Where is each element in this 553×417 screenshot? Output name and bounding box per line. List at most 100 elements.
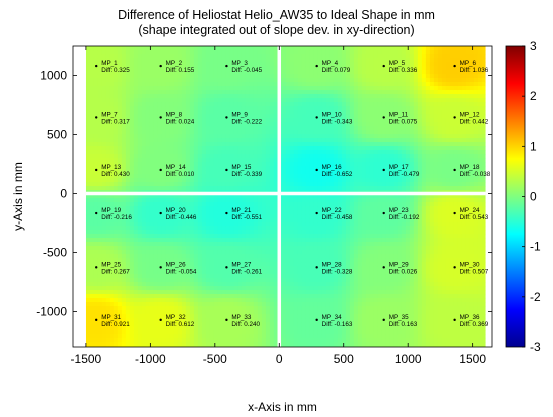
point-name-label: MP_28 bbox=[322, 261, 342, 268]
y-axis-label: y-Axis in mm bbox=[11, 162, 25, 231]
measurement-marker bbox=[159, 64, 162, 68]
measurement-marker bbox=[159, 266, 162, 269]
point-name-label: MP_34 bbox=[322, 314, 342, 321]
y-tick-label: 500 bbox=[47, 128, 67, 142]
point-name-label: MP_35 bbox=[389, 314, 409, 321]
x-tick-label: -1500 bbox=[71, 352, 102, 366]
point-name-label: MP_36 bbox=[460, 314, 480, 321]
measurement-marker bbox=[453, 266, 456, 269]
point-diff-label: Diff: -0.328 bbox=[322, 268, 353, 275]
point-diff-label: Diff: 0.442 bbox=[460, 118, 489, 125]
x-tick-label: 1500 bbox=[459, 352, 486, 366]
point-diff-label: Diff: 0.369 bbox=[460, 321, 489, 328]
measurement-marker bbox=[225, 116, 228, 119]
measurement-marker bbox=[95, 116, 98, 119]
point-name-label: MP_20 bbox=[166, 207, 186, 214]
point-diff-label: Diff: -0.479 bbox=[389, 171, 420, 178]
measurement-marker bbox=[225, 266, 228, 269]
colorbar-tick-label: -1 bbox=[530, 240, 541, 254]
measurement-marker bbox=[95, 318, 98, 322]
measurement-marker bbox=[159, 318, 162, 322]
colorbar-tick-label: 3 bbox=[530, 39, 537, 53]
point-name-label: MP_8 bbox=[166, 111, 183, 118]
point-diff-label: Diff: 0.163 bbox=[389, 321, 418, 328]
point-diff-label: Diff: 0.430 bbox=[101, 171, 130, 178]
point-name-label: MP_10 bbox=[322, 111, 342, 118]
plot-area bbox=[72, 45, 493, 348]
point-name-label: MP_12 bbox=[460, 111, 480, 118]
point-diff-label: Diff: -0.446 bbox=[166, 214, 197, 221]
measurement-marker bbox=[315, 211, 318, 215]
measurement-marker bbox=[453, 116, 456, 119]
point-name-label: MP_30 bbox=[460, 261, 480, 268]
point-name-label: MP_15 bbox=[231, 164, 251, 171]
measurement-marker bbox=[225, 64, 228, 68]
colorbar-tick-label: 2 bbox=[530, 89, 537, 103]
point-name-label: MP_9 bbox=[231, 111, 248, 118]
point-name-label: MP_19 bbox=[101, 207, 121, 214]
measurement-marker bbox=[315, 116, 318, 119]
measurement-marker bbox=[453, 211, 456, 215]
point-name-label: MP_4 bbox=[322, 60, 339, 67]
point-diff-label: Diff: -0.343 bbox=[322, 118, 353, 125]
point-name-label: MP_2 bbox=[166, 60, 183, 67]
point-diff-label: Diff: -0.038 bbox=[460, 171, 491, 178]
point-diff-label: Diff: 0.026 bbox=[389, 268, 418, 275]
point-name-label: MP_23 bbox=[389, 207, 409, 214]
point-diff-label: Diff: 0.336 bbox=[389, 67, 418, 74]
point-name-label: MP_24 bbox=[460, 207, 480, 214]
measurement-marker bbox=[225, 211, 228, 215]
point-diff-label: Diff: 0.079 bbox=[322, 67, 351, 74]
measurement-marker bbox=[382, 266, 385, 269]
x-tick-label: 500 bbox=[334, 352, 354, 366]
point-name-label: MP_29 bbox=[389, 261, 409, 268]
measurement-marker bbox=[453, 64, 456, 68]
point-diff-label: Diff: 0.010 bbox=[166, 171, 195, 178]
measurement-marker bbox=[382, 64, 385, 68]
point-name-label: MP_7 bbox=[101, 111, 118, 118]
measurement-marker bbox=[453, 168, 456, 172]
measurement-marker bbox=[453, 318, 456, 322]
y-tick-label: -1000 bbox=[36, 305, 67, 319]
point-diff-label: Diff: -0.551 bbox=[231, 214, 262, 221]
x-tick-label: 1000 bbox=[395, 352, 422, 366]
x-tick-label: -500 bbox=[203, 352, 227, 366]
point-name-label: MP_13 bbox=[101, 164, 121, 171]
measurement-marker bbox=[159, 211, 162, 215]
measurement-marker bbox=[315, 266, 318, 269]
point-name-label: MP_14 bbox=[166, 164, 186, 171]
point-name-label: MP_31 bbox=[101, 314, 121, 321]
point-diff-label: Diff: -0.216 bbox=[101, 214, 132, 221]
point-name-label: MP_11 bbox=[389, 111, 409, 118]
point-diff-label: Diff: -0.163 bbox=[322, 321, 353, 328]
measurement-marker bbox=[95, 64, 98, 68]
point-name-label: MP_1 bbox=[101, 60, 118, 67]
x-tick-label: -1000 bbox=[135, 352, 166, 366]
point-diff-label: Diff: 0.267 bbox=[101, 268, 130, 275]
point-name-label: MP_26 bbox=[166, 261, 186, 268]
